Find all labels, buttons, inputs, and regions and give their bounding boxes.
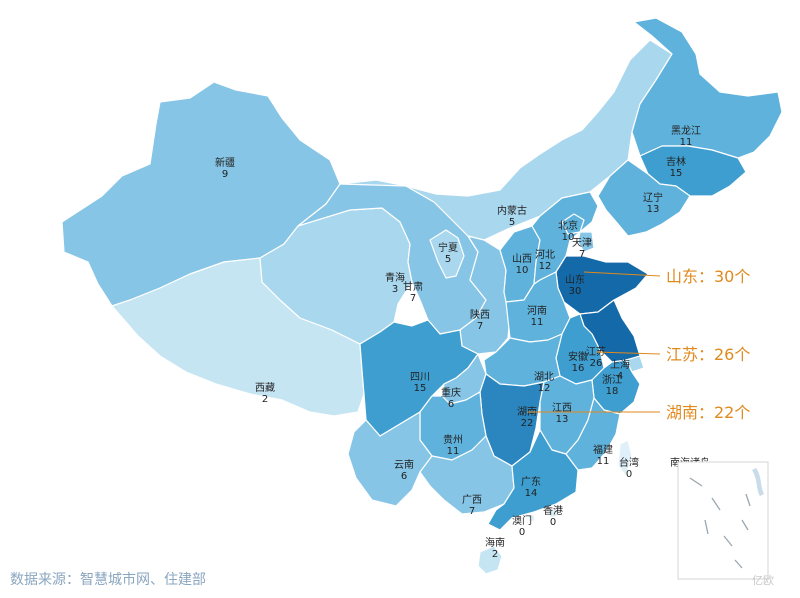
province-fujian[interactable] — [565, 397, 621, 471]
province-name-hongkong: 香港 — [543, 505, 563, 517]
province-ningxia[interactable] — [429, 229, 465, 279]
province-value-liaoning: 13 — [647, 204, 660, 215]
watermark-logo: 亿欧 — [752, 574, 774, 587]
province-value-shaanxi: 7 — [477, 321, 483, 332]
province-name-zhejiang: 浙江 — [602, 374, 622, 386]
province-name-jilin: 吉林 — [666, 155, 686, 168]
province-heilongjiang[interactable] — [631, 17, 783, 159]
province-name-yunnan: 云南 — [394, 458, 414, 471]
province-value-hongkong: 0 — [550, 517, 556, 528]
province-value-shandong: 30 — [569, 286, 582, 297]
province-name-jiangsu: 江苏 — [586, 345, 606, 358]
province-name-xizang: 西藏 — [255, 382, 275, 394]
province-tianjin[interactable] — [577, 231, 595, 253]
province-value-chongqing: 6 — [448, 399, 454, 410]
province-name-shanxi: 山西 — [512, 253, 532, 265]
province-name-fujian: 福建 — [593, 443, 613, 456]
data-source-note: 数据来源：智慧城市网、住建部 — [10, 571, 206, 588]
province-name-gansu: 甘肃 — [403, 280, 423, 293]
province-beijing[interactable] — [561, 213, 585, 235]
province-value-anhui: 16 — [572, 363, 585, 374]
province-value-hunan: 22 — [521, 418, 534, 429]
province-name-liaoning: 辽宁 — [643, 191, 663, 204]
province-name-taiwan: 台湾 — [619, 456, 639, 469]
province-hebei[interactable] — [531, 191, 599, 285]
province-name-qinghai: 青海 — [385, 271, 405, 284]
province-name-guangxi: 广西 — [462, 494, 482, 506]
province-name-neimenggu: 内蒙古 — [497, 204, 527, 217]
province-value-jiangxi: 13 — [556, 414, 569, 425]
callout-shandong: 山东：30个 — [666, 267, 750, 286]
callout-hunan: 湖南：22个 — [666, 403, 750, 422]
province-name-shaanxi: 陕西 — [470, 308, 490, 321]
province-value-qinghai: 3 — [392, 284, 398, 295]
province-name-beijing: 北京 — [558, 219, 578, 232]
province-name-chongqing: 重庆 — [441, 386, 461, 399]
province-name-henan: 河南 — [527, 304, 547, 317]
province-value-jilin: 15 — [670, 168, 683, 179]
province-value-guizhou: 11 — [447, 446, 460, 457]
province-value-henan: 11 — [531, 317, 544, 328]
province-value-hubei: 12 — [538, 383, 551, 394]
province-value-shanghai: 4 — [617, 371, 623, 382]
province-name-ningxia: 宁夏 — [438, 241, 458, 254]
province-value-gansu: 7 — [410, 293, 416, 304]
province-value-taiwan: 0 — [626, 469, 632, 480]
province-macau[interactable] — [527, 513, 536, 523]
province-value-ningxia: 5 — [445, 254, 451, 265]
province-value-beijing: 10 — [562, 232, 575, 243]
province-name-hebei: 河北 — [535, 249, 555, 261]
province-name-hubei: 湖北 — [534, 371, 554, 383]
province-value-guangxi: 7 — [469, 506, 475, 517]
province-value-zhejiang: 18 — [606, 386, 619, 397]
province-value-neimenggu: 5 — [509, 217, 515, 228]
province-name-xinjiang: 新疆 — [215, 156, 235, 169]
province-value-shanxi: 10 — [516, 265, 529, 276]
province-name-anhui: 安徽 — [568, 350, 588, 363]
province-value-heilongjiang: 11 — [680, 137, 693, 148]
province-value-hainan: 2 — [492, 549, 498, 560]
province-liaoning[interactable] — [597, 159, 691, 237]
province-guangdong[interactable] — [487, 429, 579, 531]
province-name-guangdong: 广东 — [521, 475, 541, 488]
province-value-hebei: 12 — [539, 261, 552, 272]
province-name-sichuan: 四川 — [410, 372, 430, 383]
province-regions — [61, 17, 783, 575]
province-name-macau: 澳门 — [512, 514, 532, 527]
south-china-sea-inset — [677, 461, 769, 580]
province-value-xizang: 2 — [262, 394, 268, 405]
province-value-jiangsu: 26 — [590, 358, 603, 369]
province-name-jiangxi: 江西 — [552, 402, 572, 414]
callout-leaders — [527, 271, 661, 413]
province-name-heilongjiang: 黑龙江 — [671, 124, 701, 137]
province-taiwan[interactable] — [617, 439, 633, 477]
province-name-shanghai: 上海 — [610, 358, 630, 371]
province-value-sichuan: 15 — [414, 383, 427, 394]
province-value-macau: 0 — [519, 527, 525, 538]
province-name-tianjin: 天津 — [572, 237, 592, 249]
province-value-guangdong: 14 — [525, 488, 538, 499]
province-value-tianjin: 7 — [579, 249, 585, 260]
province-name-guizhou: 贵州 — [443, 433, 463, 446]
callout-jiangsu: 江苏：26个 — [666, 345, 750, 364]
province-value-fujian: 11 — [597, 456, 610, 467]
province-name-shandong: 山东 — [565, 273, 585, 286]
province-value-yunnan: 6 — [401, 471, 407, 482]
province-name-hainan: 海南 — [485, 536, 505, 549]
province-yunnan[interactable] — [347, 411, 433, 507]
province-value-xinjiang: 9 — [222, 169, 228, 180]
province-hongkong[interactable] — [547, 507, 559, 519]
province-hainan[interactable] — [477, 545, 503, 575]
